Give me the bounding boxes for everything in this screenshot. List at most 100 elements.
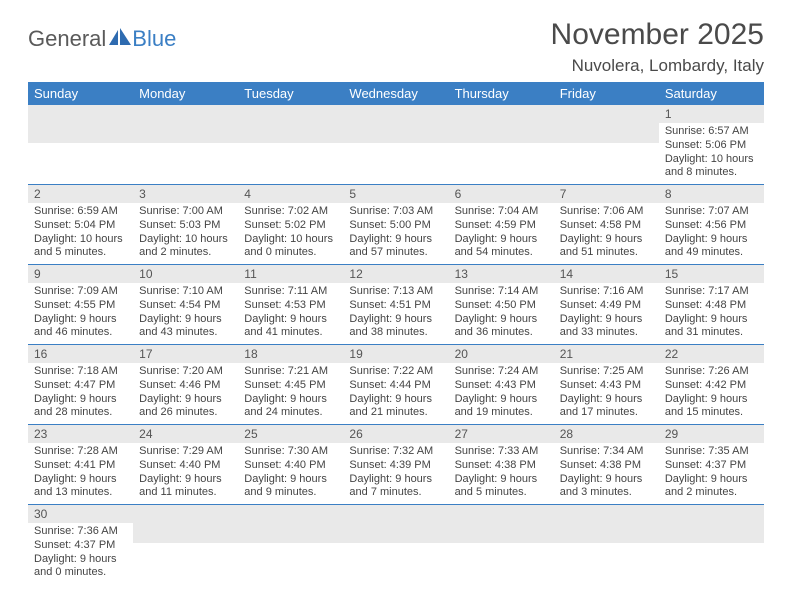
day-details: Sunrise: 7:02 AMSunset: 5:02 PMDaylight:… (238, 203, 343, 264)
day-number: 4 (238, 185, 343, 203)
day-header: Wednesday (343, 82, 448, 105)
day-details: Sunrise: 7:13 AMSunset: 4:51 PMDaylight:… (343, 283, 448, 344)
calendar-cell (133, 505, 238, 585)
day-details: Sunrise: 7:11 AMSunset: 4:53 PMDaylight:… (238, 283, 343, 344)
day-number: 12 (343, 265, 448, 283)
calendar-cell: 19Sunrise: 7:22 AMSunset: 4:44 PMDayligh… (343, 345, 448, 425)
day-details: Sunrise: 7:24 AMSunset: 4:43 PMDaylight:… (449, 363, 554, 424)
calendar-cell: 15Sunrise: 7:17 AMSunset: 4:48 PMDayligh… (659, 265, 764, 345)
calendar-cell: 27Sunrise: 7:33 AMSunset: 4:38 PMDayligh… (449, 425, 554, 505)
day-number: 29 (659, 425, 764, 443)
day-number: 23 (28, 425, 133, 443)
day-details: Sunrise: 7:28 AMSunset: 4:41 PMDaylight:… (28, 443, 133, 504)
calendar-cell: 28Sunrise: 7:34 AMSunset: 4:38 PMDayligh… (554, 425, 659, 505)
day-number: 21 (554, 345, 659, 363)
calendar-cell (343, 105, 448, 185)
day-details: Sunrise: 7:33 AMSunset: 4:38 PMDaylight:… (449, 443, 554, 504)
calendar-cell: 23Sunrise: 7:28 AMSunset: 4:41 PMDayligh… (28, 425, 133, 505)
header: General Blue November 2025 Nuvolera, Lom… (28, 18, 764, 76)
day-details: Sunrise: 7:30 AMSunset: 4:40 PMDaylight:… (238, 443, 343, 504)
calendar-cell: 17Sunrise: 7:20 AMSunset: 4:46 PMDayligh… (133, 345, 238, 425)
day-details: Sunrise: 7:10 AMSunset: 4:54 PMDaylight:… (133, 283, 238, 344)
day-number: 26 (343, 425, 448, 443)
day-details: Sunrise: 7:29 AMSunset: 4:40 PMDaylight:… (133, 443, 238, 504)
calendar-cell (449, 105, 554, 185)
calendar-cell (28, 105, 133, 185)
calendar-cell: 30Sunrise: 7:36 AMSunset: 4:37 PMDayligh… (28, 505, 133, 585)
calendar-cell (554, 105, 659, 185)
day-header: Friday (554, 82, 659, 105)
day-number: 19 (343, 345, 448, 363)
day-details: Sunrise: 7:03 AMSunset: 5:00 PMDaylight:… (343, 203, 448, 264)
calendar-cell: 3Sunrise: 7:00 AMSunset: 5:03 PMDaylight… (133, 185, 238, 265)
day-header: Saturday (659, 82, 764, 105)
day-number: 15 (659, 265, 764, 283)
day-details: Sunrise: 6:59 AMSunset: 5:04 PMDaylight:… (28, 203, 133, 264)
day-number: 10 (133, 265, 238, 283)
calendar-cell: 26Sunrise: 7:32 AMSunset: 4:39 PMDayligh… (343, 425, 448, 505)
calendar-table: SundayMondayTuesdayWednesdayThursdayFrid… (28, 82, 764, 584)
day-details: Sunrise: 7:34 AMSunset: 4:38 PMDaylight:… (554, 443, 659, 504)
logo-text-2: Blue (132, 26, 176, 52)
calendar-cell: 20Sunrise: 7:24 AMSunset: 4:43 PMDayligh… (449, 345, 554, 425)
day-number: 28 (554, 425, 659, 443)
calendar-cell: 16Sunrise: 7:18 AMSunset: 4:47 PMDayligh… (28, 345, 133, 425)
calendar-cell: 25Sunrise: 7:30 AMSunset: 4:40 PMDayligh… (238, 425, 343, 505)
day-details: Sunrise: 7:35 AMSunset: 4:37 PMDaylight:… (659, 443, 764, 504)
calendar-cell: 4Sunrise: 7:02 AMSunset: 5:02 PMDaylight… (238, 185, 343, 265)
day-number: 20 (449, 345, 554, 363)
day-number: 16 (28, 345, 133, 363)
day-number: 3 (133, 185, 238, 203)
calendar-cell (133, 105, 238, 185)
day-number: 18 (238, 345, 343, 363)
calendar-cell (238, 105, 343, 185)
day-number: 27 (449, 425, 554, 443)
calendar-cell: 9Sunrise: 7:09 AMSunset: 4:55 PMDaylight… (28, 265, 133, 345)
day-details: Sunrise: 7:16 AMSunset: 4:49 PMDaylight:… (554, 283, 659, 344)
calendar-cell (554, 505, 659, 585)
calendar-cell: 2Sunrise: 6:59 AMSunset: 5:04 PMDaylight… (28, 185, 133, 265)
calendar-cell: 7Sunrise: 7:06 AMSunset: 4:58 PMDaylight… (554, 185, 659, 265)
day-details: Sunrise: 7:36 AMSunset: 4:37 PMDaylight:… (28, 523, 133, 584)
calendar-cell: 22Sunrise: 7:26 AMSunset: 4:42 PMDayligh… (659, 345, 764, 425)
day-header: Thursday (449, 82, 554, 105)
day-details: Sunrise: 7:22 AMSunset: 4:44 PMDaylight:… (343, 363, 448, 424)
day-details: Sunrise: 7:06 AMSunset: 4:58 PMDaylight:… (554, 203, 659, 264)
calendar-cell: 21Sunrise: 7:25 AMSunset: 4:43 PMDayligh… (554, 345, 659, 425)
day-details: Sunrise: 7:04 AMSunset: 4:59 PMDaylight:… (449, 203, 554, 264)
calendar-cell (238, 505, 343, 585)
day-number: 5 (343, 185, 448, 203)
calendar-cell: 13Sunrise: 7:14 AMSunset: 4:50 PMDayligh… (449, 265, 554, 345)
day-details: Sunrise: 7:26 AMSunset: 4:42 PMDaylight:… (659, 363, 764, 424)
calendar-cell: 8Sunrise: 7:07 AMSunset: 4:56 PMDaylight… (659, 185, 764, 265)
day-number: 30 (28, 505, 133, 523)
calendar-cell: 14Sunrise: 7:16 AMSunset: 4:49 PMDayligh… (554, 265, 659, 345)
day-number: 2 (28, 185, 133, 203)
calendar-cell: 10Sunrise: 7:10 AMSunset: 4:54 PMDayligh… (133, 265, 238, 345)
day-number: 9 (28, 265, 133, 283)
calendar-cell (343, 505, 448, 585)
day-number: 22 (659, 345, 764, 363)
day-header: Sunday (28, 82, 133, 105)
day-details: Sunrise: 7:07 AMSunset: 4:56 PMDaylight:… (659, 203, 764, 264)
day-details: Sunrise: 7:17 AMSunset: 4:48 PMDaylight:… (659, 283, 764, 344)
day-header: Monday (133, 82, 238, 105)
day-details: Sunrise: 7:09 AMSunset: 4:55 PMDaylight:… (28, 283, 133, 344)
day-details: Sunrise: 6:57 AMSunset: 5:06 PMDaylight:… (659, 123, 764, 184)
day-number: 13 (449, 265, 554, 283)
day-details: Sunrise: 7:21 AMSunset: 4:45 PMDaylight:… (238, 363, 343, 424)
day-number: 14 (554, 265, 659, 283)
day-details: Sunrise: 7:25 AMSunset: 4:43 PMDaylight:… (554, 363, 659, 424)
day-header: Tuesday (238, 82, 343, 105)
calendar-cell: 12Sunrise: 7:13 AMSunset: 4:51 PMDayligh… (343, 265, 448, 345)
day-number: 8 (659, 185, 764, 203)
calendar-cell: 29Sunrise: 7:35 AMSunset: 4:37 PMDayligh… (659, 425, 764, 505)
day-details: Sunrise: 7:00 AMSunset: 5:03 PMDaylight:… (133, 203, 238, 264)
logo-sail-icon (109, 26, 131, 52)
calendar-cell: 1Sunrise: 6:57 AMSunset: 5:06 PMDaylight… (659, 105, 764, 185)
day-number: 25 (238, 425, 343, 443)
day-number: 7 (554, 185, 659, 203)
day-number: 24 (133, 425, 238, 443)
calendar-cell (659, 505, 764, 585)
calendar-cell: 6Sunrise: 7:04 AMSunset: 4:59 PMDaylight… (449, 185, 554, 265)
